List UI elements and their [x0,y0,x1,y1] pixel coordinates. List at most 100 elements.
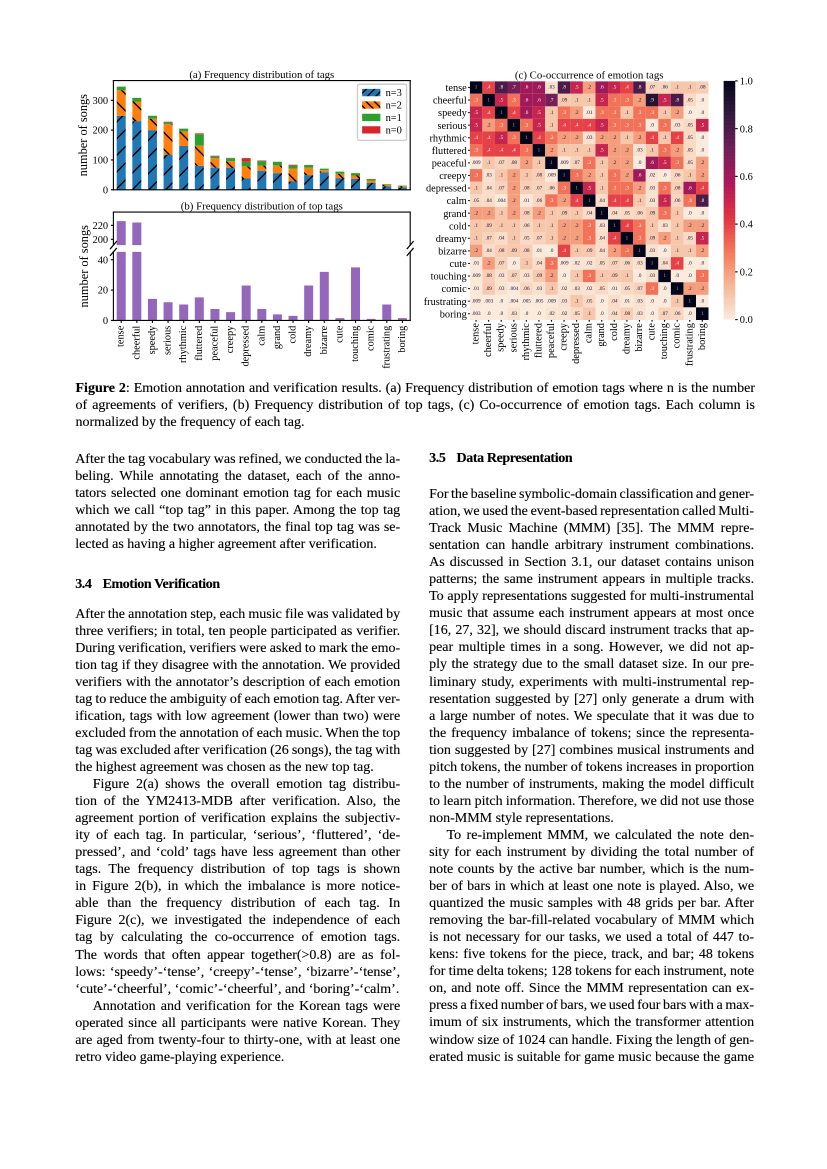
svg-text:.06: .06 [624,261,631,267]
svg-text:.0: .0 [512,261,516,267]
svg-text:.5: .5 [537,122,541,128]
svg-text:.6: .6 [638,173,642,179]
svg-text:.2: .2 [512,173,516,179]
svg-text:.06: .06 [548,185,555,191]
svg-text:.2: .2 [575,135,579,141]
svg-text:.1: .1 [650,148,654,154]
svg-text:.6: .6 [537,85,541,91]
svg-text:.2: .2 [575,110,579,116]
svg-text:.6: .6 [524,110,528,116]
svg-text:.1: .1 [587,311,591,317]
svg-text:.004: .004 [497,198,506,204]
svg-text:boring: boring [440,309,467,320]
svg-text:.2: .2 [562,223,566,229]
svg-text:.2: .2 [487,210,491,216]
svg-text:.1: .1 [675,248,679,254]
svg-text:.009: .009 [560,160,569,166]
svg-text:.6: .6 [600,85,604,91]
svg-text:.3: .3 [625,97,629,103]
svg-text:.1: .1 [663,135,667,141]
svg-text:.5: .5 [587,185,591,191]
svg-text:.01: .01 [473,261,480,267]
svg-text:.2: .2 [688,223,692,229]
svg-text:.5: .5 [499,135,503,141]
svg-text:.2: .2 [524,160,528,166]
svg-text:.3: .3 [612,97,616,103]
svg-text:.05: .05 [624,286,631,292]
svg-text:.009: .009 [472,273,481,279]
svg-text:.4: .4 [474,135,478,141]
svg-text:.1: .1 [499,173,503,179]
svg-text:.1: .1 [600,273,604,279]
svg-text:.1: .1 [587,148,591,154]
svg-text:touching: touching [659,323,670,359]
svg-text:.0: .0 [700,298,704,304]
svg-text:.3: .3 [587,160,591,166]
svg-text:.7: .7 [550,97,554,103]
svg-text:20: 20 [98,286,108,297]
svg-text:.2: .2 [612,135,616,141]
svg-text:.1: .1 [474,223,478,229]
svg-text:creepy: creepy [439,171,467,182]
svg-text:1: 1 [575,185,578,191]
svg-text:number of songs: number of songs [76,94,90,177]
svg-text:.3: .3 [612,185,616,191]
svg-text:.04: .04 [485,185,492,191]
svg-text:.01: .01 [473,286,480,292]
svg-text:.3: .3 [550,261,554,267]
svg-text:.04: .04 [599,198,606,204]
svg-text:.3: .3 [663,210,667,216]
svg-text:.5: .5 [663,198,667,204]
svg-text:comic: comic [672,323,683,349]
svg-text:.2: .2 [675,110,679,116]
svg-text:1: 1 [688,298,691,304]
svg-text:.08: .08 [699,85,706,91]
svg-text:100: 100 [93,156,109,167]
svg-text:.5: .5 [474,110,478,116]
svg-text:.1: .1 [575,210,579,216]
svg-text:.2: .2 [512,210,516,216]
svg-text:n=2: n=2 [386,101,402,112]
svg-text:.3: .3 [663,148,667,154]
svg-text:.06: .06 [523,223,530,229]
svg-text:40: 40 [98,255,108,266]
svg-text:grand: grand [443,209,467,220]
svg-text:.03: .03 [548,85,555,91]
svg-text:.07: .07 [485,236,492,242]
svg-text:.2: .2 [663,236,667,242]
svg-text:.08: .08 [674,185,681,191]
svg-text:.0: .0 [650,122,654,128]
svg-text:.0: .0 [499,311,503,317]
svg-text:.01: .01 [624,298,631,304]
svg-text:frustrating: frustrating [684,323,695,366]
svg-text:.8: .8 [638,85,642,91]
svg-text:.1: .1 [575,298,579,304]
svg-text:calm: calm [584,323,595,343]
svg-text:.5: .5 [612,85,616,91]
svg-text:.3: .3 [638,122,642,128]
svg-text:.0: .0 [663,286,667,292]
svg-text:.2: .2 [700,223,704,229]
svg-text:.03: .03 [536,286,543,292]
svg-text:.03: .03 [523,273,530,279]
svg-text:(b) Frequency distribution of: (b) Frequency distribution of top tags [181,200,343,212]
svg-text:rhythmic: rhythmic [429,133,467,144]
svg-text:.1: .1 [550,110,554,116]
svg-text:.3: .3 [499,122,503,128]
svg-text:peaceful: peaceful [432,159,467,170]
svg-text:.2: .2 [675,148,679,154]
svg-text:.009: .009 [547,298,556,304]
svg-text:.05: .05 [687,236,694,242]
svg-text:.4: .4 [612,198,616,204]
svg-text:.0: .0 [700,135,704,141]
svg-text:cold: cold [449,221,468,232]
svg-text:1: 1 [487,97,490,103]
svg-text:220: 220 [93,221,109,232]
svg-text:.0: .0 [499,298,503,304]
svg-text:.0: .0 [700,261,704,267]
svg-text:.3: .3 [600,110,604,116]
svg-text:.1: .1 [524,261,528,267]
svg-text:1: 1 [600,210,603,216]
svg-text:.07: .07 [573,160,580,166]
svg-text:.5: .5 [663,160,667,166]
